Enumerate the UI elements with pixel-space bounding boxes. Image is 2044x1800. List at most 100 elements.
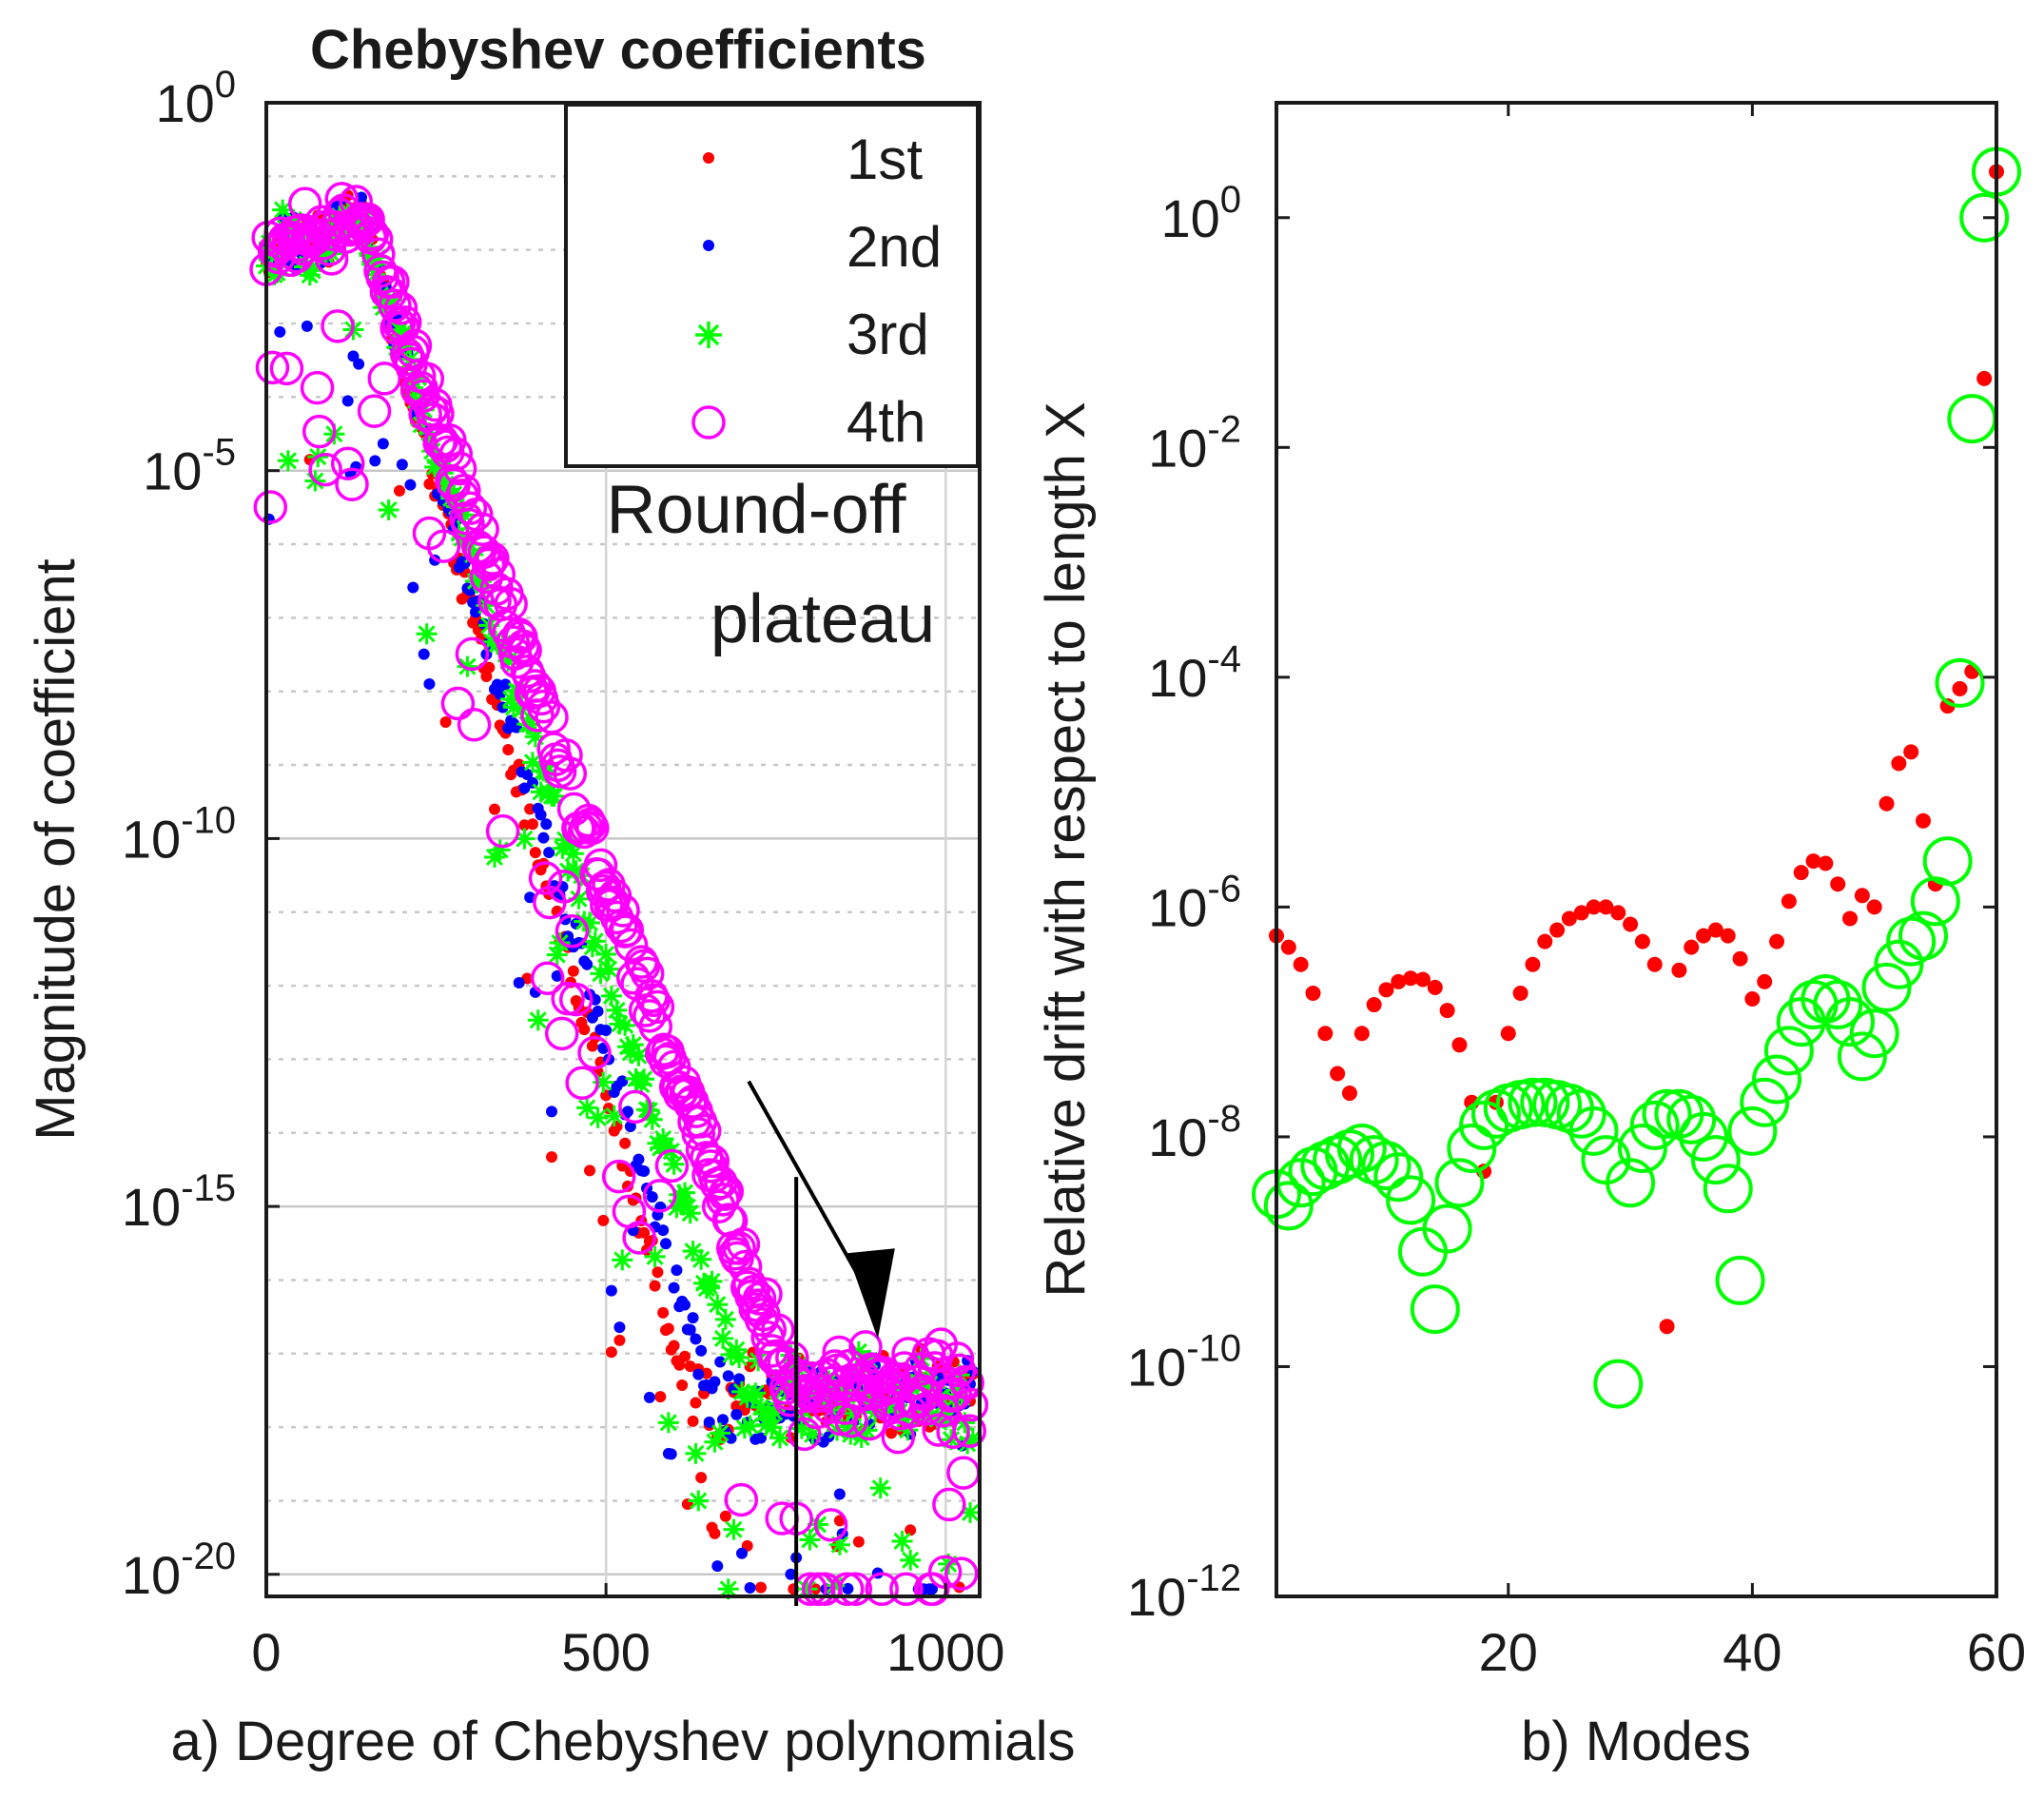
point-3rd bbox=[622, 1034, 644, 1056]
x-tick-label: 20 bbox=[1479, 1622, 1538, 1682]
point-2nd bbox=[470, 606, 481, 618]
point-red bbox=[1500, 1026, 1516, 1042]
point-red bbox=[1720, 928, 1736, 944]
x-tick-label: 1000 bbox=[886, 1622, 1005, 1682]
point-3rd bbox=[714, 1308, 736, 1330]
point-red bbox=[1391, 973, 1407, 989]
point-green bbox=[1703, 1164, 1753, 1214]
point-2nd bbox=[687, 1312, 699, 1324]
point-3rd bbox=[900, 1549, 922, 1571]
point-2nd bbox=[605, 1284, 617, 1297]
point-1st bbox=[673, 1359, 686, 1371]
point-4th bbox=[455, 636, 490, 672]
series-green-circles bbox=[1252, 147, 2021, 1409]
point-red bbox=[1879, 795, 1895, 812]
point-green bbox=[1935, 657, 1985, 708]
point-4th bbox=[438, 437, 474, 472]
point-4th bbox=[630, 956, 665, 991]
point-green bbox=[1568, 1105, 1619, 1156]
point-2nd bbox=[499, 678, 512, 691]
point-2nd bbox=[537, 832, 550, 844]
point-4th bbox=[932, 1487, 966, 1522]
legend-box bbox=[564, 103, 980, 468]
panel-a-ylabel: Magnitude of coefficient bbox=[25, 558, 87, 1141]
point-4th bbox=[577, 1035, 612, 1070]
point-2nd bbox=[785, 1568, 797, 1580]
point-1st bbox=[709, 1527, 721, 1539]
point-green bbox=[1849, 1008, 1899, 1059]
point-2nd bbox=[518, 782, 531, 794]
point-2nd bbox=[725, 1432, 737, 1444]
point-4th bbox=[944, 1556, 979, 1591]
point-green bbox=[1666, 1094, 1717, 1145]
point-3rd bbox=[869, 1477, 891, 1499]
point-1st bbox=[852, 1536, 865, 1548]
point-green bbox=[1386, 1175, 1436, 1225]
point-green bbox=[1556, 1088, 1606, 1139]
point-3rd bbox=[704, 1431, 726, 1453]
point-green bbox=[1740, 1077, 1790, 1127]
point-red bbox=[1414, 971, 1431, 988]
point-4th bbox=[610, 912, 645, 948]
point-1st bbox=[744, 1360, 756, 1373]
point-2nd bbox=[692, 1368, 705, 1380]
point-1st bbox=[578, 1024, 591, 1036]
point-1st bbox=[755, 1581, 767, 1594]
point-red bbox=[1634, 933, 1650, 949]
point-2nd bbox=[369, 455, 381, 467]
point-green bbox=[1752, 1054, 1802, 1105]
point-1st bbox=[489, 803, 500, 815]
point-red bbox=[1939, 698, 1956, 714]
point-4th bbox=[530, 961, 565, 996]
y-tick-label: 100 bbox=[1160, 179, 1241, 248]
point-4th bbox=[565, 1066, 599, 1101]
panel-a: Chebyshev coefficients 10010-510-1010-15… bbox=[25, 19, 1076, 1772]
series-4th bbox=[249, 182, 989, 1607]
point-green bbox=[1263, 1181, 1314, 1231]
point-green bbox=[1861, 962, 1912, 1012]
point-1st bbox=[657, 1306, 670, 1319]
point-4th bbox=[458, 497, 494, 532]
point-red bbox=[1378, 982, 1394, 998]
panel-b-points bbox=[1252, 147, 2021, 1409]
point-4th bbox=[457, 708, 492, 742]
point-red bbox=[1427, 979, 1443, 995]
panel-b-xlabel: b) Modes bbox=[1521, 1711, 1751, 1772]
point-2nd bbox=[418, 648, 430, 660]
point-4th bbox=[471, 547, 506, 582]
point-1st bbox=[654, 1391, 667, 1403]
point-red bbox=[1793, 865, 1809, 881]
point-3rd bbox=[612, 1249, 633, 1271]
point-red bbox=[1451, 1037, 1468, 1053]
panel-a-legend: 1st 2nd 3rd 4th bbox=[564, 103, 980, 468]
point-4th bbox=[687, 1113, 722, 1148]
point-red bbox=[1341, 1086, 1357, 1102]
point-4th bbox=[724, 1482, 759, 1517]
point-green bbox=[1629, 1100, 1680, 1150]
x-tick-label: 40 bbox=[1723, 1622, 1781, 1682]
point-2nd bbox=[646, 1191, 658, 1203]
point-green bbox=[1336, 1124, 1387, 1173]
point-red bbox=[1330, 1066, 1346, 1082]
panel-b-ylabel: Relative drift with respect to length X bbox=[1035, 401, 1097, 1297]
point-green bbox=[1959, 192, 2010, 243]
point-1st bbox=[527, 818, 538, 831]
point-green bbox=[1727, 1105, 1778, 1156]
point-3rd bbox=[663, 1153, 685, 1175]
point-red bbox=[1854, 888, 1870, 904]
arrow-head bbox=[847, 1248, 895, 1340]
point-2nd bbox=[341, 395, 354, 407]
point-3rd bbox=[685, 1442, 707, 1464]
point-2nd bbox=[744, 1582, 756, 1595]
point-4th bbox=[302, 414, 337, 449]
point-4th bbox=[335, 467, 369, 501]
point-2nd bbox=[657, 1224, 670, 1237]
point-1st bbox=[886, 1427, 898, 1439]
legend-marker-3rd bbox=[695, 322, 722, 348]
panel-a-xlabel: a) Degree of Chebyshev polynomials bbox=[170, 1711, 1075, 1772]
point-4th bbox=[583, 848, 618, 883]
point-1st bbox=[905, 1524, 917, 1536]
point-2nd bbox=[396, 459, 408, 471]
point-1st bbox=[652, 1266, 664, 1279]
